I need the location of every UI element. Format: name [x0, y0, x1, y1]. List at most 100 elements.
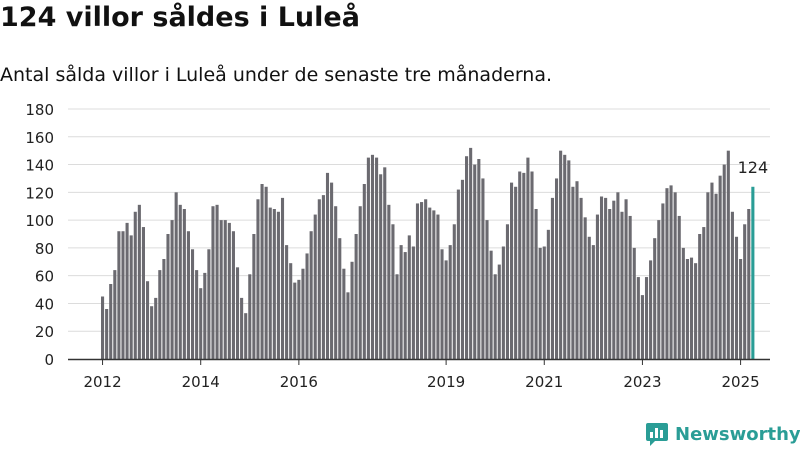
bar	[256, 199, 260, 359]
bar	[587, 236, 591, 359]
bar	[702, 227, 706, 359]
bar	[575, 181, 579, 359]
bar	[137, 204, 141, 359]
bar	[632, 247, 636, 359]
bar	[636, 277, 640, 359]
bar	[604, 197, 608, 359]
bar	[391, 224, 395, 359]
bar	[280, 197, 285, 359]
bar	[272, 209, 276, 359]
bar	[452, 224, 456, 359]
bar	[268, 207, 272, 359]
bar	[526, 157, 530, 359]
chart-title: 124 villor såldes i Luleå	[0, 2, 360, 33]
bar	[354, 234, 358, 359]
bar	[366, 157, 370, 359]
bar	[211, 206, 215, 359]
bar	[141, 227, 145, 359]
bar	[407, 235, 411, 359]
bar	[669, 185, 673, 359]
bar	[219, 220, 223, 359]
bar	[387, 204, 391, 359]
bar	[665, 188, 669, 359]
bar	[677, 215, 681, 359]
bar	[313, 214, 317, 359]
bar	[628, 215, 632, 359]
bar	[583, 217, 587, 359]
bar	[554, 178, 559, 359]
brand-name: Newsworthy	[675, 423, 800, 445]
bar	[522, 172, 526, 359]
bar	[706, 192, 710, 359]
bar	[743, 224, 747, 359]
bar	[325, 172, 330, 359]
bar	[297, 279, 301, 359]
y-tick-label: 100	[25, 212, 54, 230]
bar	[473, 164, 477, 359]
bar	[538, 247, 542, 359]
bar	[514, 186, 518, 359]
bar	[158, 270, 162, 359]
x-tick-label: 2025	[721, 373, 759, 391]
bar	[534, 209, 538, 359]
bar	[456, 189, 460, 359]
bar	[649, 260, 653, 359]
bar	[223, 220, 227, 359]
bar	[563, 154, 567, 359]
bar	[190, 249, 195, 359]
bar	[591, 245, 595, 359]
bar	[264, 186, 268, 359]
bar	[370, 154, 375, 359]
bar	[608, 209, 612, 359]
x-tick-label: 2023	[623, 373, 661, 391]
bar	[346, 292, 350, 359]
bar	[620, 211, 624, 359]
bar	[101, 296, 105, 359]
bar	[309, 231, 313, 359]
bar	[550, 197, 554, 359]
bar	[399, 245, 403, 359]
bar	[424, 199, 428, 359]
bar	[235, 267, 240, 359]
bar	[358, 206, 362, 359]
bar	[383, 167, 387, 359]
bar	[493, 274, 497, 359]
bar	[420, 202, 424, 359]
bar	[722, 164, 726, 359]
x-tick-label: 2014	[182, 373, 220, 391]
bar	[718, 175, 722, 359]
bar	[362, 184, 366, 359]
bar	[714, 193, 718, 359]
bar	[436, 214, 440, 359]
bar	[330, 182, 334, 359]
annotations: 124	[738, 158, 769, 177]
bar	[109, 284, 113, 359]
bar	[150, 306, 154, 359]
bar	[734, 236, 739, 359]
bar	[542, 246, 546, 359]
bar-highlight	[751, 186, 755, 359]
bar	[403, 252, 407, 359]
bar	[595, 214, 599, 359]
bar	[689, 257, 694, 359]
y-tick-label: 120	[25, 184, 54, 202]
bar	[444, 260, 448, 359]
x-tick-label: 2019	[427, 373, 465, 391]
bar	[379, 174, 383, 359]
bar	[375, 157, 379, 359]
bar	[154, 297, 158, 359]
y-tick-label: 160	[25, 129, 54, 147]
bar	[305, 253, 309, 359]
bar	[133, 211, 137, 359]
bar	[182, 209, 186, 359]
bar	[460, 179, 465, 359]
bar	[240, 297, 244, 359]
bar	[199, 288, 203, 359]
bar	[231, 231, 235, 359]
x-tick-label: 2021	[525, 373, 563, 391]
bar	[501, 246, 505, 359]
bar	[227, 222, 231, 359]
y-axis-ticks: 0 20 40 60 80 100 120 140 160 180	[25, 101, 54, 369]
bars	[101, 147, 755, 359]
